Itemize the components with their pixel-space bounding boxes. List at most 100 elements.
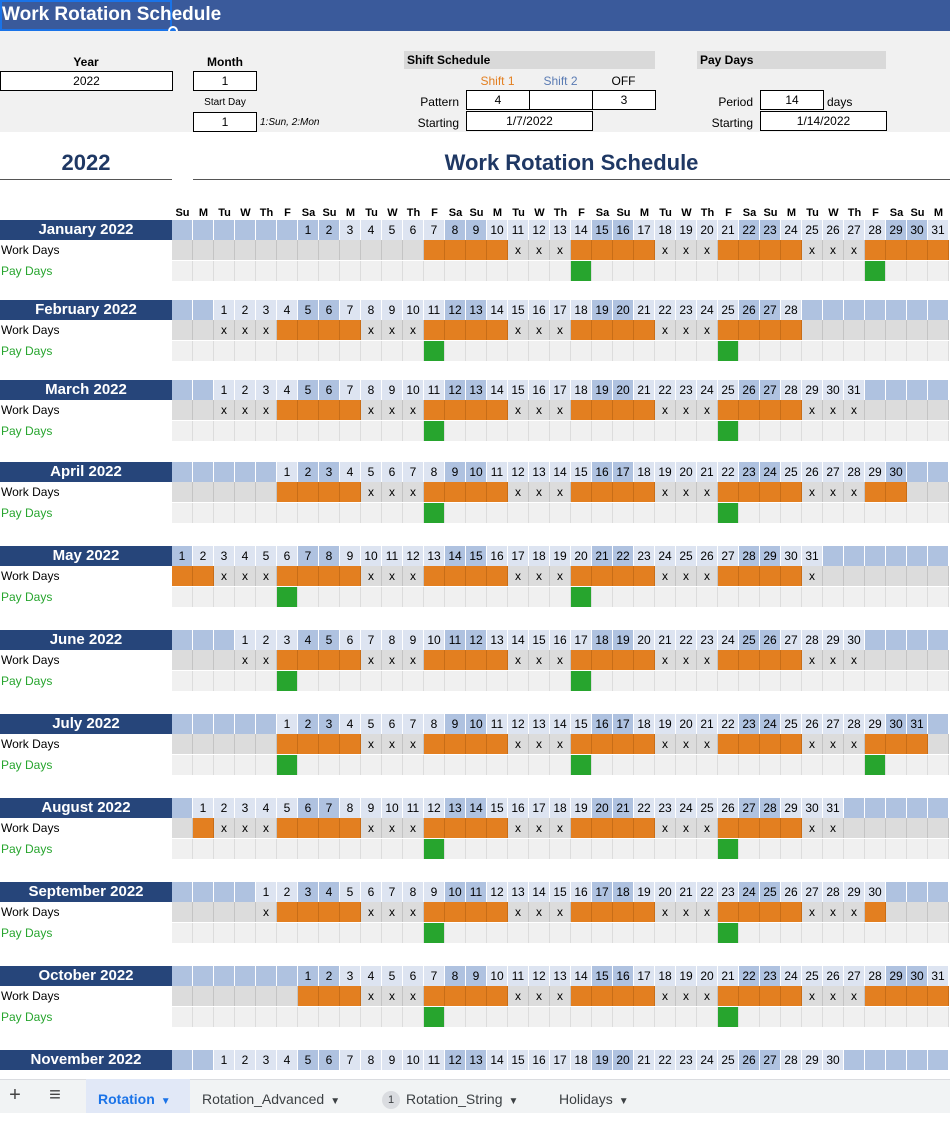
day-number-cell[interactable]: 19	[592, 380, 613, 400]
off-day-cell[interactable]: x	[676, 650, 697, 670]
off-day-cell[interactable]	[214, 986, 235, 1006]
work-day-cell[interactable]	[424, 400, 445, 420]
pay-row-cell[interactable]	[340, 755, 361, 775]
day-number-cell[interactable]: 26	[718, 798, 739, 818]
day-number-cell[interactable]: 16	[613, 966, 634, 986]
day-number-cell[interactable]: 25	[697, 798, 718, 818]
pay-row-cell[interactable]	[172, 839, 193, 859]
pay-row-cell[interactable]	[382, 261, 403, 281]
pay-row-cell[interactable]	[571, 923, 592, 943]
pay-day-cell[interactable]	[718, 341, 739, 361]
off-day-cell[interactable]: x	[676, 818, 697, 838]
pay-row-cell[interactable]	[508, 261, 529, 281]
pay-row-cell[interactable]	[697, 839, 718, 859]
pay-row-cell[interactable]	[529, 671, 550, 691]
day-number-cell[interactable]: 2	[298, 714, 319, 734]
day-number-cell[interactable]: 14	[550, 462, 571, 482]
work-day-cell[interactable]	[928, 240, 949, 260]
work-day-cell[interactable]	[781, 986, 802, 1006]
day-number-cell[interactable]: 28	[844, 462, 865, 482]
pay-row-cell[interactable]	[214, 923, 235, 943]
pay-row-cell[interactable]	[781, 839, 802, 859]
pay-row-cell[interactable]	[907, 587, 928, 607]
day-number-cell[interactable]: 28	[865, 966, 886, 986]
day-number-cell[interactable]: 24	[781, 220, 802, 240]
pay-row-cell[interactable]	[697, 1007, 718, 1027]
day-number-cell[interactable]: 2	[193, 546, 214, 566]
work-day-cell[interactable]	[865, 986, 886, 1006]
pay-row-cell[interactable]	[466, 261, 487, 281]
pay-row-cell[interactable]	[529, 923, 550, 943]
day-number-cell[interactable]: 21	[592, 546, 613, 566]
work-day-cell[interactable]	[424, 240, 445, 260]
day-number-cell[interactable]: 10	[403, 380, 424, 400]
off-day-cell[interactable]	[907, 400, 928, 420]
pay-row-cell[interactable]	[634, 671, 655, 691]
pay-row-cell[interactable]	[886, 341, 907, 361]
work-day-cell[interactable]	[739, 650, 760, 670]
work-day-cell[interactable]	[739, 818, 760, 838]
pay-row-cell[interactable]	[445, 587, 466, 607]
work-day-cell[interactable]	[592, 240, 613, 260]
off-day-cell[interactable]: x	[508, 400, 529, 420]
off-day-cell[interactable]: x	[655, 734, 676, 754]
pay-row-cell[interactable]	[571, 1007, 592, 1027]
day-number-cell[interactable]: 29	[886, 220, 907, 240]
day-number-cell[interactable]: 25	[739, 630, 760, 650]
day-number-cell[interactable]: 1	[214, 380, 235, 400]
day-number-cell[interactable]: 1	[256, 882, 277, 902]
pay-row-cell[interactable]	[277, 503, 298, 523]
off-day-cell[interactable]: x	[403, 818, 424, 838]
off-day-cell[interactable]: x	[361, 482, 382, 502]
pay-day-cell[interactable]	[718, 1007, 739, 1027]
day-number-cell[interactable]: 6	[403, 966, 424, 986]
day-number-cell[interactable]: 26	[697, 546, 718, 566]
off-day-cell[interactable]: x	[529, 400, 550, 420]
pay-row-cell[interactable]	[298, 839, 319, 859]
pay-row-cell[interactable]	[928, 671, 949, 691]
pay-row-cell[interactable]	[781, 261, 802, 281]
off-day-cell[interactable]: x	[235, 320, 256, 340]
off-day-cell[interactable]: x	[844, 240, 865, 260]
pay-row-cell[interactable]	[571, 341, 592, 361]
pay-row-cell[interactable]	[361, 503, 382, 523]
day-number-cell[interactable]: 1	[172, 546, 193, 566]
off-day-cell[interactable]	[802, 320, 823, 340]
day-number-cell[interactable]: 4	[277, 1050, 298, 1070]
day-number-cell[interactable]: 16	[508, 798, 529, 818]
day-number-cell[interactable]: 13	[445, 798, 466, 818]
day-number-cell[interactable]: 30	[802, 798, 823, 818]
day-number-cell[interactable]: 10	[487, 966, 508, 986]
day-number-cell[interactable]: 15	[571, 714, 592, 734]
day-number-cell[interactable]: 31	[802, 546, 823, 566]
work-day-cell[interactable]	[445, 902, 466, 922]
pay-row-cell[interactable]	[823, 341, 844, 361]
work-day-cell[interactable]	[613, 734, 634, 754]
pay-day-cell[interactable]	[718, 839, 739, 859]
off-day-cell[interactable]: x	[361, 320, 382, 340]
work-day-cell[interactable]	[781, 818, 802, 838]
day-number-cell[interactable]: 16	[487, 546, 508, 566]
tab-rotation-advanced[interactable]: Rotation_Advanced ▼	[190, 1079, 370, 1113]
off-day-cell[interactable]: x	[802, 734, 823, 754]
pay-row-cell[interactable]	[193, 1007, 214, 1027]
work-day-cell[interactable]	[466, 240, 487, 260]
day-number-cell[interactable]: 13	[466, 380, 487, 400]
pay-row-cell[interactable]	[718, 755, 739, 775]
work-day-cell[interactable]	[781, 734, 802, 754]
pay-row-cell[interactable]	[424, 261, 445, 281]
day-number-cell[interactable]: 6	[403, 220, 424, 240]
day-number-cell[interactable]: 23	[676, 300, 697, 320]
pay-row-cell[interactable]	[928, 1007, 949, 1027]
work-day-cell[interactable]	[760, 240, 781, 260]
pay-day-cell[interactable]	[718, 503, 739, 523]
pay-row-cell[interactable]	[235, 587, 256, 607]
day-number-cell[interactable]: 26	[739, 1050, 760, 1070]
day-number-cell[interactable]: 1	[193, 798, 214, 818]
pay-day-cell[interactable]	[571, 671, 592, 691]
work-day-cell[interactable]	[424, 734, 445, 754]
day-number-cell[interactable]: 29	[865, 714, 886, 734]
off-day-cell[interactable]: x	[382, 482, 403, 502]
pay-row-cell[interactable]	[508, 1007, 529, 1027]
work-day-cell[interactable]	[592, 650, 613, 670]
